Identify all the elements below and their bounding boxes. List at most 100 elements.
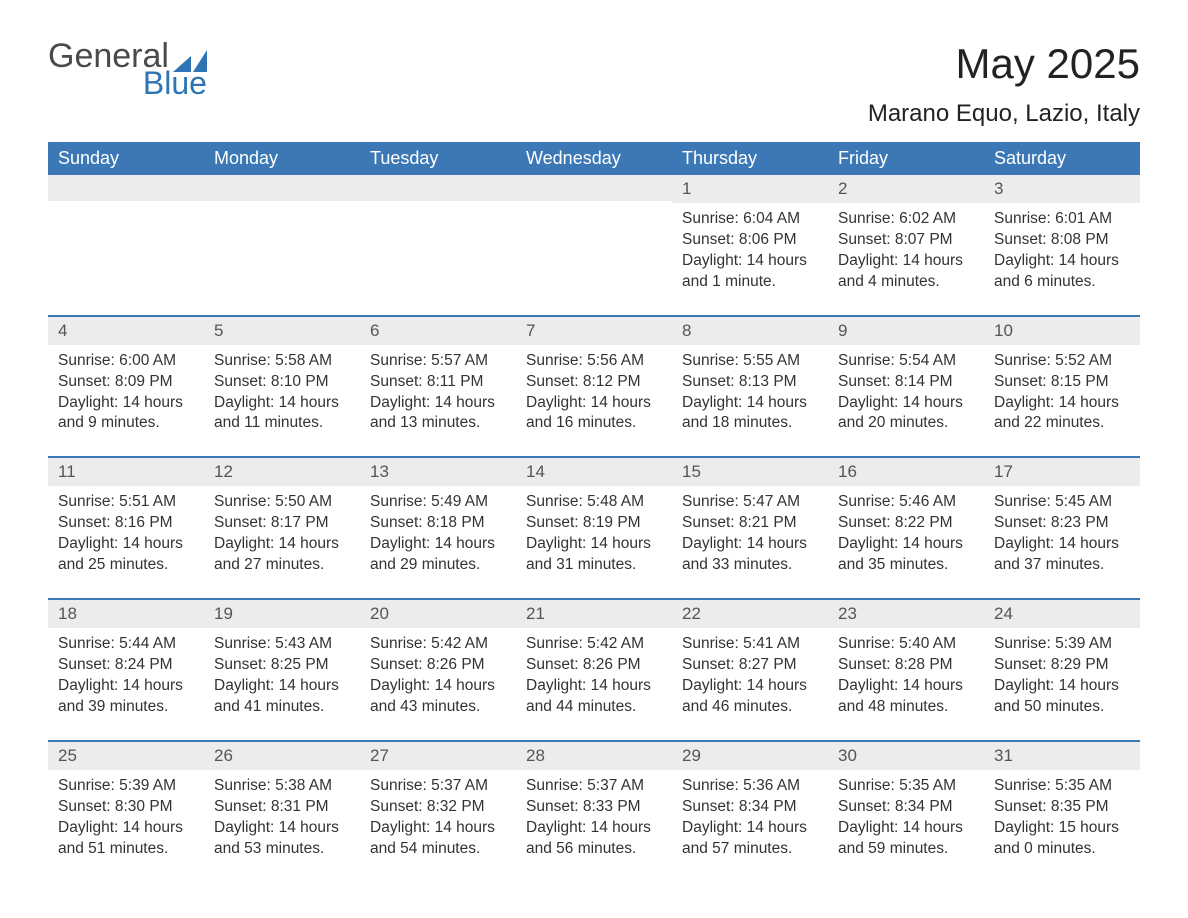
day-body xyxy=(204,201,360,291)
daylight-text: Daylight: 14 hours and 25 minutes. xyxy=(58,534,194,576)
sunrise-text: Sunrise: 5:50 AM xyxy=(214,492,350,513)
day-body: Sunrise: 5:57 AMSunset: 8:11 PMDaylight:… xyxy=(360,345,516,439)
daylight-text: Daylight: 14 hours and 39 minutes. xyxy=(58,676,194,718)
day-cell: 26 Sunrise: 5:38 AMSunset: 8:31 PMDayligh… xyxy=(204,742,360,864)
daylight-text: Daylight: 14 hours and 33 minutes. xyxy=(682,534,818,576)
daylight-text: Daylight: 14 hours and 11 minutes. xyxy=(214,393,350,435)
daylight-text: Daylight: 14 hours and 31 minutes. xyxy=(526,534,662,576)
day-number: 2 xyxy=(828,175,984,203)
day-number: 9 xyxy=(828,317,984,345)
sunset-text: Sunset: 8:21 PM xyxy=(682,513,818,534)
day-cell: 16Sunrise: 5:46 AMSunset: 8:22 PMDayligh… xyxy=(828,458,984,580)
daylight-text: Daylight: 14 hours and 27 minutes. xyxy=(214,534,350,576)
day-cell: 3Sunrise: 6:01 AMSunset: 8:08 PMDaylight… xyxy=(984,175,1140,297)
daylight-text: Daylight: 14 hours and 56 minutes. xyxy=(526,818,662,860)
day-number: 30 xyxy=(828,742,984,770)
sunrise-text: Sunrise: 5:46 AM xyxy=(838,492,974,513)
daylight-text: Daylight: 14 hours and 43 minutes. xyxy=(370,676,506,718)
daylight-text: Daylight: 14 hours and 41 minutes. xyxy=(214,676,350,718)
sunrise-text: Sunrise: 6:01 AM xyxy=(994,209,1130,230)
day-number: 4 xyxy=(48,317,204,345)
day-cell: 5Sunrise: 5:58 AMSunset: 8:10 PMDaylight… xyxy=(204,317,360,439)
daylight-text: Daylight: 14 hours and 54 minutes. xyxy=(370,818,506,860)
day-cell: 9Sunrise: 5:54 AMSunset: 8:14 PMDaylight… xyxy=(828,317,984,439)
day-number: 14 xyxy=(516,458,672,486)
day-cell: 24Sunrise: 5:39 AMSunset: 8:29 PMDayligh… xyxy=(984,600,1140,722)
day-number: 3 xyxy=(984,175,1140,203)
sunset-text: Sunset: 8:26 PM xyxy=(526,655,662,676)
daylight-text: Daylight: 14 hours and 9 minutes. xyxy=(58,393,194,435)
day-number: 7 xyxy=(516,317,672,345)
sunrise-text: Sunrise: 5:48 AM xyxy=(526,492,662,513)
daylight-text: Daylight: 14 hours and 29 minutes. xyxy=(370,534,506,576)
day-cell: 25Sunrise: 5:39 AMSunset: 8:30 PMDayligh… xyxy=(48,742,204,864)
sunrise-text: Sunrise: 5:44 AM xyxy=(58,634,194,655)
day-cell: 19Sunrise: 5:43 AMSunset: 8:25 PMDayligh… xyxy=(204,600,360,722)
sunset-text: Sunset: 8:31 PM xyxy=(214,797,350,818)
day-body: Sunrise: 5:58 AMSunset: 8:10 PMDaylight:… xyxy=(204,345,360,439)
day-cell: 13Sunrise: 5:49 AMSunset: 8:18 PMDayligh… xyxy=(360,458,516,580)
daylight-text: Daylight: 14 hours and 20 minutes. xyxy=(838,393,974,435)
sunset-text: Sunset: 8:10 PM xyxy=(214,372,350,393)
day-body: Sunrise: 5:35 AMSunset: 8:34 PMDaylight:… xyxy=(828,770,984,864)
sunrise-text: Sunrise: 5:57 AM xyxy=(370,351,506,372)
sunset-text: Sunset: 8:12 PM xyxy=(526,372,662,393)
daylight-text: Daylight: 14 hours and 48 minutes. xyxy=(838,676,974,718)
sunrise-text: Sunrise: 5:38 AM xyxy=(214,776,350,797)
sunset-text: Sunset: 8:34 PM xyxy=(682,797,818,818)
day-number xyxy=(204,175,360,201)
calendar: Sunday Monday Tuesday Wednesday Thursday… xyxy=(48,142,1140,863)
day-body: Sunrise: 5:55 AMSunset: 8:13 PMDaylight:… xyxy=(672,345,828,439)
sunrise-text: Sunrise: 5:39 AM xyxy=(58,776,194,797)
sunset-text: Sunset: 8:06 PM xyxy=(682,230,818,251)
logo: General Blue xyxy=(48,40,207,99)
sunrise-text: Sunrise: 5:56 AM xyxy=(526,351,662,372)
day-number: 5 xyxy=(204,317,360,345)
day-number: 27 xyxy=(360,742,516,770)
day-body: Sunrise: 5:39 AMSunset: 8:29 PMDaylight:… xyxy=(984,628,1140,722)
sunset-text: Sunset: 8:27 PM xyxy=(682,655,818,676)
day-number: 29 xyxy=(672,742,828,770)
day-body: Sunrise: 5:36 AMSunset: 8:34 PMDaylight:… xyxy=(672,770,828,864)
page-title: May 2025 xyxy=(868,40,1140,88)
day-body: Sunrise: 5:48 AMSunset: 8:19 PMDaylight:… xyxy=(516,486,672,580)
day-number xyxy=(360,175,516,201)
sunrise-text: Sunrise: 5:37 AM xyxy=(526,776,662,797)
day-number: 20 xyxy=(360,600,516,628)
day-body: Sunrise: 5:35 AMSunset: 8:35 PMDaylight:… xyxy=(984,770,1140,864)
sunset-text: Sunset: 8:25 PM xyxy=(214,655,350,676)
sunrise-text: Sunrise: 5:43 AM xyxy=(214,634,350,655)
sunset-text: Sunset: 8:28 PM xyxy=(838,655,974,676)
daylight-text: Daylight: 14 hours and 51 minutes. xyxy=(58,818,194,860)
day-number: 1 xyxy=(672,175,828,203)
day-number: 17 xyxy=(984,458,1140,486)
day-body: Sunrise: 5:45 AMSunset: 8:23 PMDaylight:… xyxy=(984,486,1140,580)
daylight-text: Daylight: 14 hours and 22 minutes. xyxy=(994,393,1130,435)
day-body: Sunrise: 5:51 AMSunset: 8:16 PMDaylight:… xyxy=(48,486,204,580)
day-body: Sunrise: 6:04 AMSunset: 8:06 PMDaylight:… xyxy=(672,203,828,297)
day-cell: 10Sunrise: 5:52 AMSunset: 8:15 PMDayligh… xyxy=(984,317,1140,439)
sunrise-text: Sunrise: 5:42 AM xyxy=(526,634,662,655)
week-row: 1Sunrise: 6:04 AMSunset: 8:06 PMDaylight… xyxy=(48,175,1140,297)
header: General Blue May 2025 Marano Equo, Lazio… xyxy=(48,40,1140,128)
daylight-text: Daylight: 14 hours and 53 minutes. xyxy=(214,818,350,860)
sunrise-text: Sunrise: 6:00 AM xyxy=(58,351,194,372)
day-body: Sunrise: 5:42 AMSunset: 8:26 PMDaylight:… xyxy=(516,628,672,722)
day-body: Sunrise: 6:01 AMSunset: 8:08 PMDaylight:… xyxy=(984,203,1140,297)
day-cell: 2Sunrise: 6:02 AMSunset: 8:07 PMDaylight… xyxy=(828,175,984,297)
sunrise-text: Sunrise: 5:39 AM xyxy=(994,634,1130,655)
sunrise-text: Sunrise: 5:36 AM xyxy=(682,776,818,797)
sunset-text: Sunset: 8:18 PM xyxy=(370,513,506,534)
day-body xyxy=(360,201,516,291)
sunset-text: Sunset: 8:26 PM xyxy=(370,655,506,676)
sunset-text: Sunset: 8:13 PM xyxy=(682,372,818,393)
day-number: 26 xyxy=(204,742,360,770)
sunrise-text: Sunrise: 5:37 AM xyxy=(370,776,506,797)
logo-text-blue: Blue xyxy=(48,68,207,98)
sunset-text: Sunset: 8:33 PM xyxy=(526,797,662,818)
week-row: 11Sunrise: 5:51 AMSunset: 8:16 PMDayligh… xyxy=(48,456,1140,580)
sunrise-text: Sunrise: 5:49 AM xyxy=(370,492,506,513)
daylight-text: Daylight: 14 hours and 37 minutes. xyxy=(994,534,1130,576)
day-body: Sunrise: 5:56 AMSunset: 8:12 PMDaylight:… xyxy=(516,345,672,439)
weekday-header: Friday xyxy=(828,142,984,175)
